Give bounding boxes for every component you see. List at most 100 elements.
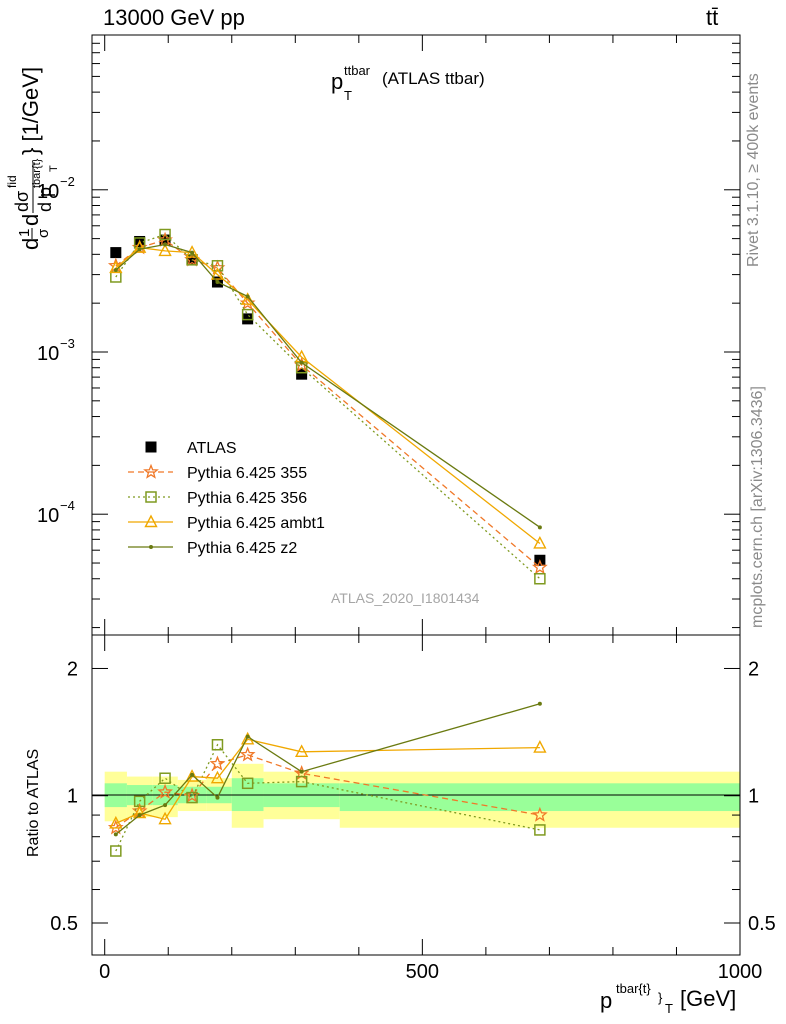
- ratio-plot-panel: 2 2 1 1 0.5 0.5 0 500 1000 Ratio to ATLAS p tbar…: [25, 634, 776, 1016]
- ratio-point-p356: [159, 772, 171, 784]
- xlabel-sub2: T: [665, 1001, 673, 1016]
- energy-label: 13000 GeV pp: [103, 5, 245, 30]
- ratio-band-inner: [339, 783, 740, 812]
- ratio-point-p355: [239, 746, 256, 762]
- ratio-point-ambt1: [210, 770, 225, 784]
- legend-marker-p356: [145, 491, 157, 503]
- legend-label-ambt1: Pythia 6.425 ambt1: [187, 515, 325, 532]
- main-point-p356: [186, 254, 198, 266]
- rivet-label: Rivet 3.1.10, ≥ 400k events: [745, 73, 762, 267]
- ratio-ytick-label: 1: [67, 786, 78, 808]
- main-title-rest: (ATLAS ttbar): [382, 69, 485, 88]
- legend-marker-data: [145, 441, 157, 453]
- main-series-layer: [107, 228, 548, 585]
- main-point-p356: [534, 572, 546, 585]
- main-point-p355: [531, 559, 548, 575]
- legend-label-p355: Pythia 6.425 355: [187, 465, 307, 482]
- ratio-point-p356: [534, 824, 546, 836]
- ratio-plot-frame: [91, 634, 741, 956]
- ratio-point-p356: [241, 777, 254, 790]
- ylabel-den: d p: [35, 187, 55, 212]
- ylabel-d1: d: [18, 238, 43, 250]
- ratio-xtick-label: 1000: [718, 961, 763, 983]
- ratio-point-ambt1: [158, 811, 172, 825]
- main-ylabel: d 1 σ d dσ fid d p tbar{t} T } [1/GeV]: [5, 67, 60, 250]
- ratio-xtick-label: 0: [99, 961, 110, 983]
- main-plot-panel: 10−210−310−4 p ttbar T (ATLAS ttbar) ATL…: [5, 34, 741, 636]
- ylabel-frac-num: 1: [16, 229, 33, 237]
- main-ytick-label: 10: [37, 181, 59, 203]
- legend-marker-p355: [143, 463, 159, 479]
- ratio-point-p355: [157, 783, 173, 799]
- ylabel-den-sub2: T: [48, 165, 60, 172]
- analysis-label: ATLAS_2020_I1801434: [331, 590, 480, 606]
- ratio-point-z2: [299, 769, 304, 774]
- ylabel-d2: d: [18, 214, 43, 226]
- legend-label-z2: Pythia 6.425 z2: [187, 540, 297, 557]
- xlabel-sup: tbar{t}: [616, 981, 651, 996]
- main-title-sup: ttbar: [344, 63, 371, 78]
- main-point-z2: [163, 242, 168, 247]
- ratio-point-z2: [137, 813, 142, 818]
- ratio-point-p356: [211, 739, 224, 751]
- process-label: tt̄: [706, 5, 719, 30]
- main-ytick-label: 10: [37, 505, 59, 527]
- ratio-uncertainty-bands: [104, 763, 740, 828]
- main-point-ambt1: [132, 240, 147, 253]
- legend-label-p356: Pythia 6.425 356: [187, 490, 307, 507]
- main-point-z2: [113, 268, 118, 273]
- ylabel-units: } [1/GeV]: [18, 67, 43, 155]
- ratio-point-ambt1: [132, 805, 147, 819]
- ratio-point-p356: [186, 791, 198, 804]
- ratio-point-ambt1: [533, 740, 547, 753]
- main-axes-layer: 10−210−310−4: [37, 34, 741, 635]
- main-point-ambt1: [533, 535, 547, 549]
- main-point-data: [110, 247, 122, 259]
- ratio-point-ambt1: [294, 744, 309, 758]
- ratio-point-ambt1: [109, 815, 123, 829]
- ratio-xtick-label: 500: [406, 961, 439, 983]
- ylabel-den-sub: tbar{t}: [31, 158, 43, 188]
- xlabel: p tbar{t} } T [GeV]: [600, 981, 736, 1016]
- main-ytick-exponent: −4: [60, 498, 75, 513]
- ratio-series-line-z2: [115, 703, 541, 835]
- ratio-point-z2: [113, 832, 118, 837]
- ratio-ytick-label: 0.5: [50, 913, 78, 935]
- ratio-series-line-p355: [115, 754, 541, 829]
- main-ytick-label: 10: [37, 343, 59, 365]
- main-point-z2: [215, 280, 220, 285]
- xlabel-units: [GeV]: [680, 986, 736, 1011]
- main-point-ambt1: [158, 243, 172, 257]
- main-point-p356: [159, 228, 171, 241]
- ylabel-sig-sup: fid: [5, 175, 19, 188]
- main-title-p: p: [331, 69, 343, 94]
- main-series-line-p355: [115, 239, 541, 568]
- ratio-ytick-label: 2: [67, 658, 78, 680]
- ratio-point-z2: [163, 803, 168, 808]
- ratio-ytick-label-right: 1: [748, 786, 759, 808]
- main-title-sub: T: [344, 88, 352, 103]
- main-point-z2: [137, 247, 142, 252]
- ratio-point-ambt1: [185, 769, 199, 782]
- ratio-point-p356: [110, 845, 122, 857]
- legend-label-data: ATLAS: [187, 440, 237, 457]
- xlabel-sub: }: [658, 990, 663, 1005]
- ratio-series-line-p356: [115, 743, 541, 852]
- ratio-ytick-label-right: 2: [748, 658, 759, 680]
- main-point-z2: [299, 360, 304, 365]
- ratio-point-p356: [295, 775, 308, 788]
- main-point-p355: [239, 294, 256, 310]
- ratio-point-p355: [209, 755, 226, 771]
- ratio-axes-layer: 2 2 1 1 0.5 0.5 0 500 1000: [50, 635, 776, 983]
- main-point-ambt1: [210, 267, 225, 280]
- ylabel-sig-num: dσ: [12, 191, 32, 212]
- ratio-point-z2: [245, 734, 250, 739]
- main-series-line-p356: [115, 233, 541, 580]
- ratio-ytick-label-right: 0.5: [748, 913, 776, 935]
- ratio-point-z2: [190, 772, 195, 777]
- main-ytick-exponent: −2: [60, 174, 75, 189]
- mcplots-label: mcplots.cern.ch [arXiv:1306.3436]: [749, 386, 766, 628]
- ratio-series-layer: [107, 701, 548, 857]
- main-ytick-exponent: −3: [60, 336, 75, 351]
